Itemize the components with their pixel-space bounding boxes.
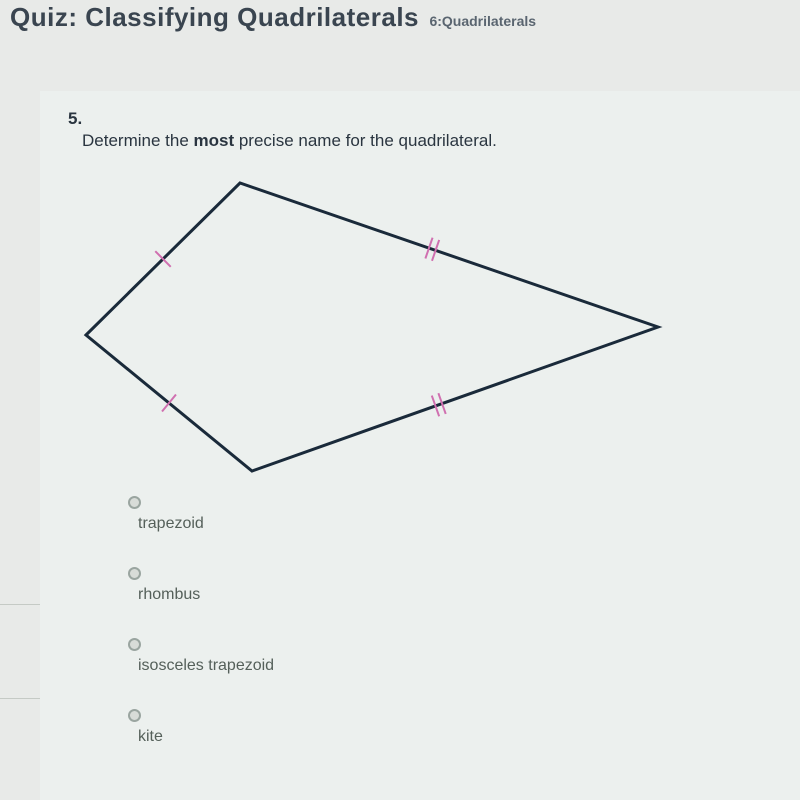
option-label: kite bbox=[138, 728, 163, 746]
answer-options: trapezoid rhombus isosceles trapezoid kite bbox=[128, 496, 780, 746]
radio-icon[interactable] bbox=[128, 567, 141, 580]
radio-icon[interactable] bbox=[128, 638, 141, 651]
quiz-subtitle: 6:Quadrilaterals bbox=[429, 13, 536, 29]
prompt-text-bold: most bbox=[194, 131, 235, 150]
radio-icon[interactable] bbox=[128, 709, 141, 722]
radio-icon[interactable] bbox=[128, 496, 141, 509]
kite-svg bbox=[62, 165, 682, 485]
option-label: trapezoid bbox=[138, 515, 204, 533]
question-number: 5. bbox=[68, 109, 780, 129]
margin-rule bbox=[0, 604, 40, 605]
question-panel: 5. Determine the most precise name for t… bbox=[40, 91, 800, 800]
quadrilateral-diagram bbox=[62, 165, 780, 490]
option-3[interactable]: kite bbox=[128, 709, 780, 746]
prompt-text-post: precise name for the quadrilateral. bbox=[234, 131, 497, 150]
quiz-header: Quiz: Classifying Quadrilaterals 6:Quadr… bbox=[0, 0, 800, 41]
option-label: isosceles trapezoid bbox=[138, 657, 274, 675]
prompt-text-pre: Determine the bbox=[82, 131, 194, 150]
question-prompt: Determine the most precise name for the … bbox=[82, 131, 780, 151]
option-label: rhombus bbox=[138, 586, 200, 604]
margin-rule bbox=[0, 698, 40, 699]
quiz-title: Quiz: Classifying Quadrilaterals bbox=[10, 2, 419, 32]
option-2[interactable]: isosceles trapezoid bbox=[128, 638, 780, 675]
option-1[interactable]: rhombus bbox=[128, 567, 780, 604]
option-0[interactable]: trapezoid bbox=[128, 496, 780, 533]
